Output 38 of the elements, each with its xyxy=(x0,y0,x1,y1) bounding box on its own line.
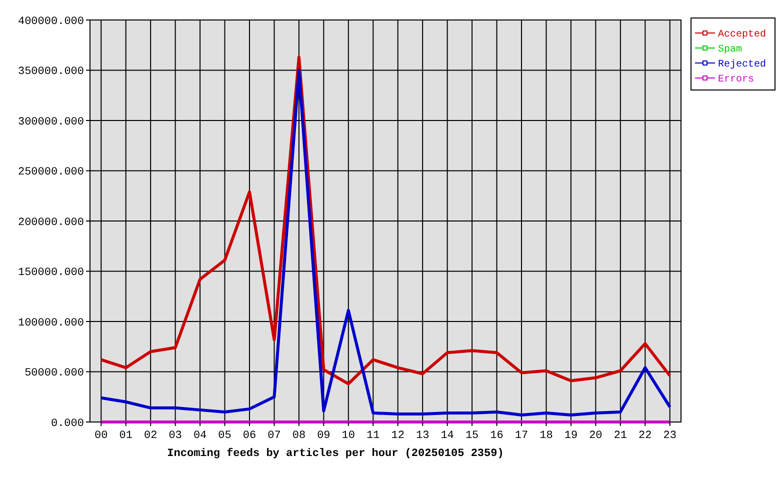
y-tick-label: 400000.000 xyxy=(18,16,84,28)
x-tick-label: 15 xyxy=(465,430,479,442)
y-tick-label: 300000.000 xyxy=(18,116,84,128)
y-tick-label: 100000.000 xyxy=(18,317,84,330)
x-tick-label: 01 xyxy=(119,430,133,442)
x-tick-label: 17 xyxy=(514,430,528,442)
y-tick-label: 150000.000 xyxy=(18,267,84,280)
x-tick-label: 12 xyxy=(391,430,404,442)
x-tick-label: 07 xyxy=(268,430,281,442)
x-tick-label: 03 xyxy=(168,430,182,442)
x-tick-label: 18 xyxy=(540,430,553,442)
y-tick-label: 350000.000 xyxy=(18,66,84,78)
x-tick-label: 09 xyxy=(317,430,330,442)
x-tick-label: 02 xyxy=(144,430,158,442)
x-tick-label: 22 xyxy=(638,430,652,442)
x-tick-label: 19 xyxy=(564,430,578,442)
x-tick-label: 10 xyxy=(342,430,356,442)
y-tick-label: 50000.000 xyxy=(24,368,84,380)
x-tick-label: 23 xyxy=(663,430,676,442)
x-tick-label: 04 xyxy=(193,430,208,442)
y-tick-label: 0.000 xyxy=(50,418,84,430)
x-tick-label: 13 xyxy=(416,430,430,442)
y-tick-label: 250000.000 xyxy=(18,166,84,179)
x-axis-title: Incoming feeds by articles per hour (20250105 2359) xyxy=(167,447,504,460)
x-tick-label: 14 xyxy=(440,430,454,442)
x-tick-label: 00 xyxy=(94,430,108,442)
x-tick-label: 08 xyxy=(292,430,306,442)
x-tick-label: 11 xyxy=(366,430,380,442)
legend-label: Accepted xyxy=(718,28,766,40)
legend-label: Errors xyxy=(718,74,754,86)
x-tick-label: 21 xyxy=(614,430,628,442)
x-tick-label: 06 xyxy=(242,430,256,442)
legend-label: Rejected xyxy=(718,58,766,70)
x-tick-label: 20 xyxy=(589,430,602,442)
x-tick-label: 16 xyxy=(490,430,504,442)
y-tick-label: 200000.000 xyxy=(18,216,84,229)
legend-label: Spam xyxy=(718,44,742,56)
x-tick-label: 05 xyxy=(218,430,232,442)
